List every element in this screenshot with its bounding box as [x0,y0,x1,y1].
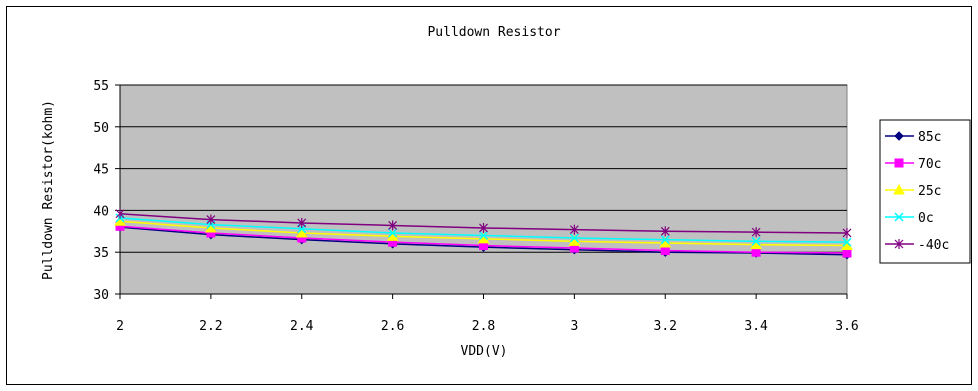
series-70c [115,221,852,258]
legend-item: 85c [885,130,941,145]
data-point [894,239,904,249]
data-point [660,226,670,237]
y-tick-label: 55 [93,79,109,94]
data-point [206,214,216,225]
x-tick-label: 2.8 [472,319,495,334]
data-point [751,236,761,246]
x-tick-labels: 2 2.2 2.4 2.6 2.8 3 3.2 3.4 3.6 [116,319,859,334]
x-tick-label: 2 [116,319,124,334]
y-tick-label: 45 [93,163,109,178]
x-tick-label: 3.4 [744,319,768,334]
x-tick-label: 2.4 [290,319,314,334]
data-point [842,227,852,238]
y-tick-label: 30 [93,288,109,303]
data-point [842,237,852,247]
legend-label: 70c [918,157,941,172]
data-point [894,158,904,168]
data-point [478,230,489,241]
data-point [388,220,398,231]
data-point [295,226,308,238]
data-point [569,224,579,235]
x-tick-label: 2.2 [199,319,222,334]
data-point [894,131,904,141]
legend-label: 0c [918,211,934,226]
chart-title: Pulldown Resistor [427,25,560,40]
axes [115,84,848,299]
data-point [297,217,307,228]
y-tick-labels: 30 35 40 45 50 55 [93,79,109,303]
x-tick-label: 3 [570,319,578,334]
legend-label: -40c [918,238,949,253]
legend-item: 0c [885,211,934,226]
y-axis-label: Pulldown Resistor(kohm) [41,100,56,280]
legend-item: 25c [885,183,941,199]
data-point [569,233,579,243]
data-point [660,246,670,256]
legend-item: -40c [885,238,949,253]
x-tick-label: 3.6 [835,319,858,334]
data-point [115,208,125,219]
y-tick-label: 40 [93,204,109,219]
series-group [114,208,853,260]
data-point [893,183,905,195]
data-point [479,222,488,233]
data-point [751,227,761,238]
x-tick-label: 2.6 [381,319,404,334]
data-point [842,248,852,258]
x-axis-label: VDD(V) [461,344,508,359]
plot-area [119,84,848,295]
legend-item: 70c [885,157,941,172]
data-point [388,228,398,238]
y-tick-label: 35 [93,246,109,261]
data-point [751,247,761,257]
data-point [660,235,670,245]
x-tick-label: 3.2 [654,319,677,334]
legend: 85c 70c 25c 0c -40c [879,119,971,264]
data-point [894,212,904,222]
y-tick-label: 50 [93,121,109,136]
legend-label: 25c [918,184,941,199]
legend-label: 85c [918,130,941,145]
series--40c [115,208,852,238]
